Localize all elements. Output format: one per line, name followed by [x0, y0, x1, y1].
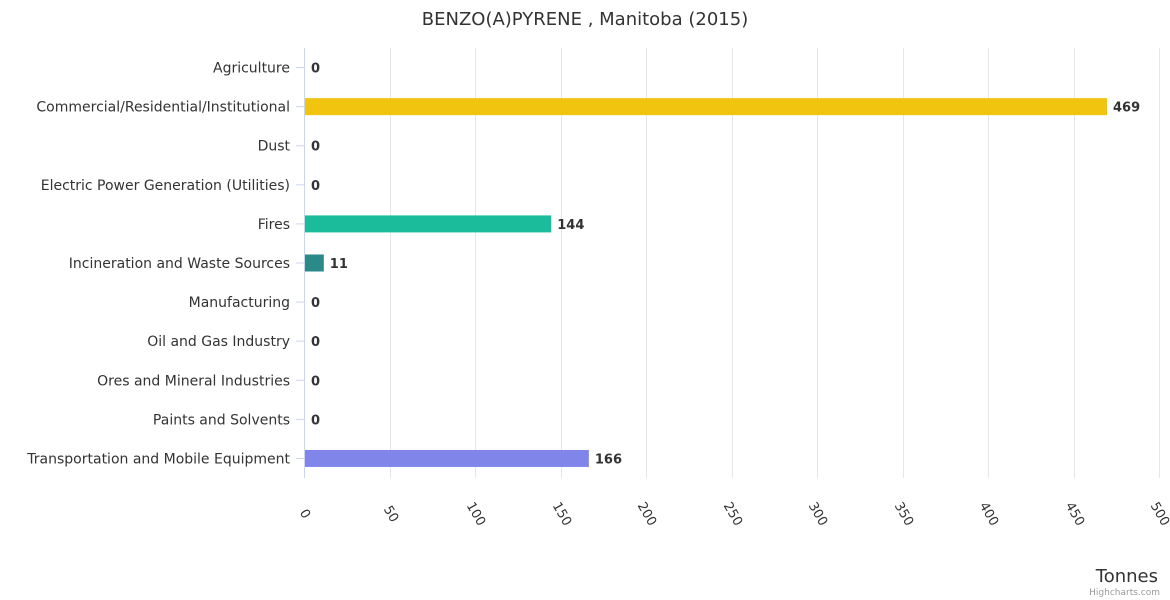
bar[interactable]: [305, 98, 1107, 116]
data-label: 0: [311, 335, 320, 350]
bar[interactable]: [305, 254, 324, 272]
x-tick-label: 0: [296, 507, 313, 522]
x-tick-label: 450: [1062, 500, 1087, 529]
data-label: 0: [311, 413, 320, 428]
x-tick-label: 400: [976, 500, 1001, 529]
x-tick-label: 50: [380, 503, 401, 525]
data-label: 469: [1113, 101, 1140, 116]
chart-title: BENZO(A)PYRENE , Manitoba (2015): [422, 9, 748, 30]
category-label: Manufacturing: [189, 295, 290, 311]
category-label: Ores and Mineral Industries: [97, 373, 290, 389]
category-label: Agriculture: [213, 61, 290, 77]
category-label: Paints and Solvents: [153, 412, 290, 428]
x-tick-label: 300: [805, 500, 830, 529]
x-tick-label: 100: [463, 500, 488, 529]
bars: [305, 98, 1107, 467]
data-label: 0: [311, 179, 320, 194]
category-labels: Agriculture Commercial/Residential/Instit…: [26, 61, 290, 468]
x-tick-label: 250: [720, 500, 745, 529]
credits-link[interactable]: Highcharts.com: [1089, 588, 1160, 598]
category-label: Incineration and Waste Sources: [69, 256, 290, 272]
category-label: Electric Power Generation (Utilities): [41, 178, 290, 194]
data-label: 11: [330, 257, 348, 272]
x-tick-label: 150: [549, 500, 574, 529]
category-label: Dust: [258, 139, 291, 155]
bar[interactable]: [305, 215, 552, 233]
x-axis-ticks: 0 50 100 150 200 250 300 350 400 450 500: [296, 500, 1170, 529]
bar[interactable]: [305, 449, 589, 467]
data-label: 166: [595, 452, 622, 467]
category-label: Oil and Gas Industry: [147, 334, 290, 350]
category-label: Commercial/Residential/Institutional: [36, 100, 290, 116]
data-label: 144: [557, 218, 584, 233]
data-label: 0: [311, 62, 320, 77]
data-label: 0: [311, 140, 320, 155]
category-label: Transportation and Mobile Equipment: [26, 451, 290, 467]
x-tick-label: 500: [1147, 500, 1170, 529]
data-labels: 0 469 0 0 144 11 0 0 0 0 166: [311, 62, 1140, 468]
x-tick-label: 350: [891, 500, 916, 529]
x-axis-title: Tonnes: [1095, 566, 1158, 587]
data-label: 0: [311, 374, 320, 389]
grid: [296, 48, 1160, 478]
x-tick-label: 200: [634, 500, 659, 529]
data-label: 0: [311, 296, 320, 311]
category-label: Fires: [258, 217, 290, 233]
